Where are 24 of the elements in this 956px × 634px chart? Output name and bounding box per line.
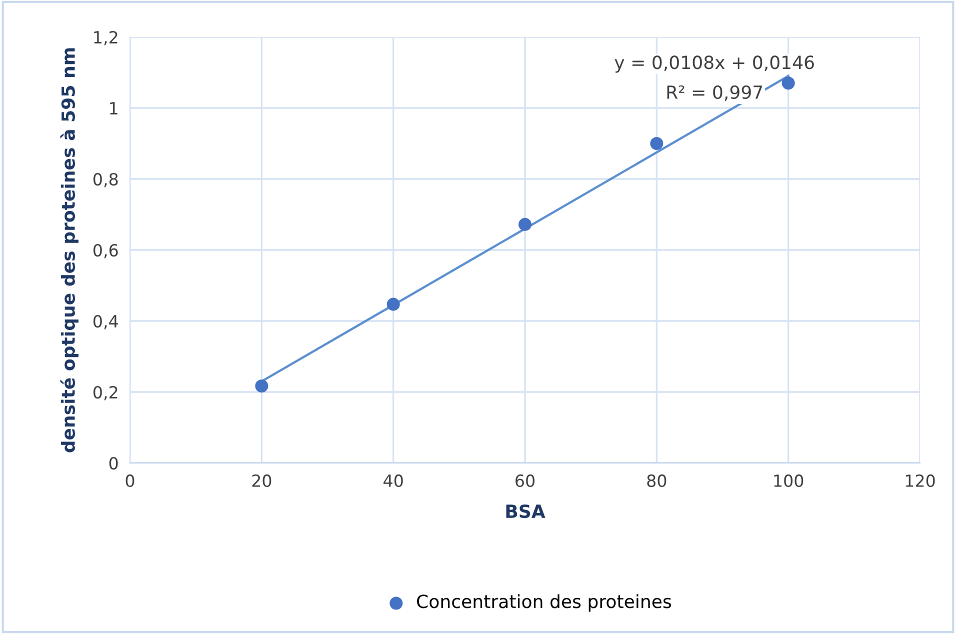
point	[386, 298, 400, 311]
x-tick-label: 60	[516, 474, 534, 488]
y-tick-label: 0	[109, 456, 118, 470]
y-tick-label: 1	[110, 102, 118, 114]
point	[518, 218, 532, 231]
y-tick-label: 0,8	[93, 172, 118, 188]
legend-label: Concentration des proteines	[417, 594, 672, 612]
y-axis-title: densité optique des proteines à 595 nm	[60, 48, 78, 452]
x-tick-label: 120	[906, 474, 935, 488]
y-tick-label: 1,2	[94, 30, 118, 46]
y-tick-label: 0,4	[93, 314, 118, 330]
x-axis-title: BSA	[506, 504, 546, 518]
x-tick-label: 80	[647, 474, 666, 488]
x-tick-label: 100	[774, 474, 804, 488]
x-tick-label: 40	[384, 474, 403, 488]
point	[782, 76, 795, 90]
point	[650, 136, 664, 150]
annotation: y = 0,0108x + 0,0146	[614, 56, 814, 73]
x-tick-label: 20	[252, 474, 272, 488]
y-tick-label: 0,2	[93, 386, 118, 400]
point	[255, 379, 268, 392]
x-tick-label: 0	[126, 474, 134, 488]
annotation: R² = 0,997	[667, 85, 762, 101]
y-tick-label: 0,6	[93, 244, 118, 258]
